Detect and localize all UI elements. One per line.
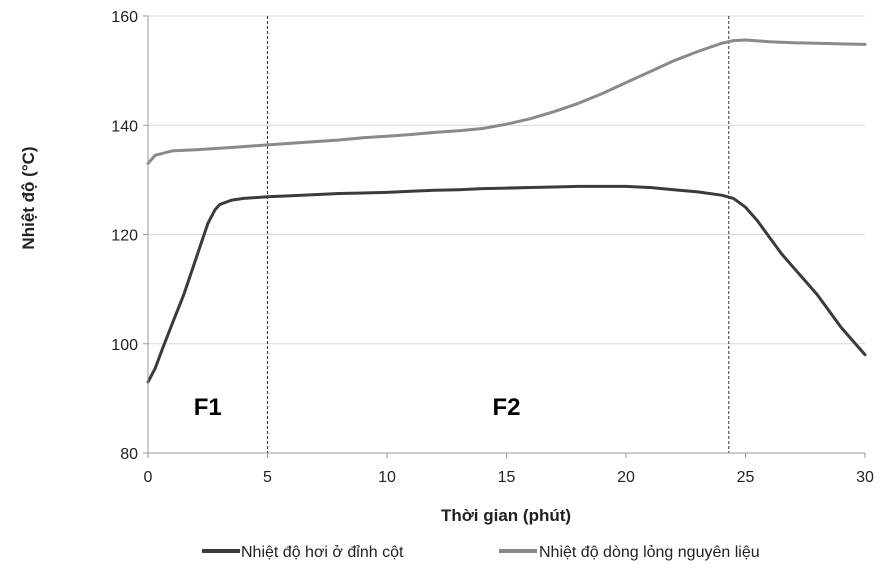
legend-label-series-2: Nhiệt độ dòng lỏng nguyên liệu	[539, 544, 760, 561]
grid-lines	[148, 15, 865, 345]
x-axis-title: Thời gian (phút)	[441, 506, 571, 525]
y-axis-title: Nhiệt độ (°C)	[19, 146, 38, 249]
x-tick-label: 25	[737, 469, 755, 486]
x-tick-label: 30	[856, 469, 874, 486]
y-tick-label: 140	[111, 118, 138, 135]
axes	[143, 15, 866, 458]
y-tick-label: 100	[111, 337, 138, 354]
series-line-1	[146, 184, 867, 384]
legend-label-series-1: Nhiệt độ hơi ở đỉnh cột	[241, 544, 404, 561]
legend: Nhiệt độ hơi ở đỉnh cột Nhiệt độ dòng lỏ…	[202, 544, 760, 561]
annotations: F1 F2	[194, 394, 521, 421]
y-tick-label: 160	[111, 9, 138, 26]
x-tick-label: 0	[144, 469, 153, 486]
reference-lines	[267, 16, 730, 453]
y-tick-label: 80	[120, 446, 138, 463]
region-label: F2	[492, 394, 520, 421]
x-tick-label: 10	[378, 469, 396, 486]
y-tick-label: 120	[111, 228, 138, 245]
series-line-2	[146, 38, 867, 165]
x-tick-label: 15	[498, 469, 516, 486]
region-label: F1	[194, 394, 222, 421]
series-group	[146, 38, 867, 384]
tick-labels: 80 100 120 140 160 0 5 10 15 20 25 30	[111, 9, 874, 486]
x-tick-label: 20	[617, 469, 635, 486]
x-tick-label: 5	[263, 469, 272, 486]
